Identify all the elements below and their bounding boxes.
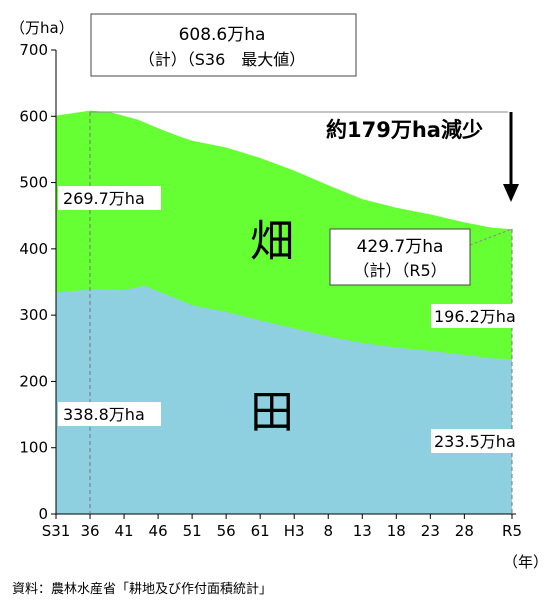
x-tick-label: H3 (284, 522, 305, 540)
x-tick-label: S31 (42, 522, 71, 540)
x-tick-label: 51 (183, 522, 202, 540)
y-tick-labels: 0 100 200 300 400 500 600 700 (19, 41, 56, 523)
x-tick-label: 8 (323, 522, 333, 540)
x-unit-label: （年） (503, 553, 548, 571)
ta-series-label: 田 (250, 387, 294, 438)
decline-text: 約179万ha減少 (326, 118, 483, 142)
r5-note-text: （計）（R5） (353, 261, 446, 280)
x-tick-label: 41 (115, 522, 134, 540)
x-tick-label: 36 (80, 522, 99, 540)
peak-value-text: 608.6万ha (179, 25, 266, 45)
x-tick-labels: S31 36 41 46 51 56 61 H3 8 13 18 23 28 R5 (42, 514, 522, 540)
peak-annotation-box (90, 13, 357, 77)
decline-arrow-head (503, 184, 519, 202)
peak-note-text: （計）（S36 最大値） (139, 50, 306, 69)
y-unit-label: （万ha） (10, 19, 74, 37)
y-tick-label: 100 (19, 439, 48, 457)
y-tick-label: 600 (19, 107, 48, 125)
ta-s36-label-bg (58, 402, 161, 426)
y-tick-label: 400 (19, 240, 48, 258)
hata-s36-label-bg (58, 186, 161, 210)
hata-s36-value: 269.7万ha (63, 189, 145, 208)
r5-value-text: 429.7万ha (357, 237, 444, 257)
r5-callout-line (469, 228, 513, 246)
x-tick-label: 18 (387, 522, 406, 540)
hata-r5-value: 196.2万ha (434, 307, 516, 326)
source-note: 資料：農林水産省「耕地及び作付面積統計」 (12, 581, 272, 597)
x-tick-label: R5 (502, 522, 522, 540)
x-tick-label: 56 (217, 522, 236, 540)
ta-r5-label-bg (431, 429, 527, 453)
y-tick-label: 200 (19, 372, 48, 390)
ta-r5-value: 233.5万ha (434, 432, 516, 451)
y-tick-label: 0 (38, 505, 48, 523)
x-tick-label: 46 (149, 522, 168, 540)
ta-s36-value: 338.8万ha (63, 405, 145, 424)
axes (55, 50, 516, 515)
x-tick-label: 23 (421, 522, 440, 540)
ta-area (56, 285, 512, 514)
y-tick-label: 700 (19, 41, 48, 59)
area-layer (56, 110, 512, 514)
hata-r5-label-bg (431, 304, 527, 328)
r5-annotation-box (329, 228, 471, 286)
y-tick-label: 500 (19, 174, 48, 192)
x-tick-label: 61 (251, 522, 270, 540)
x-tick-label: 28 (455, 522, 474, 540)
x-tick-label: 13 (353, 522, 372, 540)
y-tick-label: 300 (19, 306, 48, 324)
hata-series-label: 畑 (250, 216, 294, 267)
